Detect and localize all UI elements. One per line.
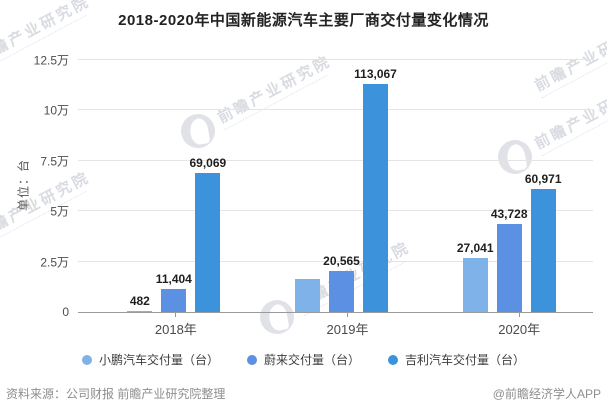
x-axis-tick [347, 313, 348, 317]
x-axis-slot: 2018年 [90, 313, 262, 338]
y-axis-tick-label: 5万 [50, 204, 69, 219]
plot-area: 0 2.5万 5万 7.5万 10万 12.5万 482 11,404 69,069 20,56… [34, 54, 593, 319]
x-axis-tick-label: 2020年 [498, 322, 541, 337]
legend-label: 小鹏汽车交付量（台） [98, 353, 219, 367]
bar: 20,565 [323, 254, 360, 312]
bar: 11,404 [156, 272, 192, 312]
bar-group: 482 11,404 69,069 [90, 60, 258, 312]
y-axis-tick-label: 10万 [43, 103, 69, 118]
x-axis-slot: 2019年 [262, 313, 434, 338]
x-axis-slot: 2020年 [433, 313, 605, 338]
x-axis-tick [518, 313, 520, 317]
bar: 482 [127, 294, 153, 312]
bar [295, 278, 320, 312]
bar-value-label: 20,565 [323, 253, 360, 268]
legend-item: 吉利汽车交付量（台） [388, 351, 525, 368]
bar-value-label: 113,067 [354, 67, 397, 82]
legend-label: 蔚来交付量（台） [263, 353, 360, 367]
legend-label: 吉利汽车交付量（台） [405, 353, 526, 367]
legend-marker-icon [246, 354, 257, 365]
bar-group: 27,041 43,728 60,971 [425, 60, 593, 312]
legend-marker-icon [388, 354, 398, 365]
legend: 小鹏汽车交付量（台） 蔚来交付量（台） 吉利汽车交付量（台） [0, 351, 607, 368]
y-axis-tick-label: 7.5万 [40, 154, 69, 169]
bar: 69,069 [189, 156, 226, 312]
bar: 43,728 [491, 207, 528, 312]
bar: 27,041 [457, 241, 494, 312]
bar-value-label: 60,971 [524, 172, 562, 187]
gridline [78, 159, 593, 161]
publisher-handle: @前瞻经济学人APP [492, 387, 601, 401]
x-axis-tick-label: 2018年 [154, 322, 197, 337]
bar-value-label: 43,728 [490, 206, 528, 221]
source-note: 资料来源：公司财报 前瞻产业研究院整理 [6, 387, 226, 401]
y-axis-tick-label: 2.5万 [40, 255, 69, 270]
bar-value-label: 482 [129, 294, 150, 309]
legend-marker-icon [81, 354, 92, 365]
gridline [78, 260, 593, 262]
x-axis-tick [175, 313, 177, 317]
bar-group: 20,565 113,067 [258, 60, 426, 312]
gridline [78, 210, 593, 212]
y-axis-unit-label: 单位：台 [16, 158, 31, 212]
watermark-subline [0, 191, 87, 247]
footer: 资料来源：公司财报 前瞻产业研究院整理 @前瞻经济学人APP [0, 385, 607, 402]
bar: 113,067 [354, 67, 397, 312]
bar-value-label: 11,404 [155, 272, 192, 287]
legend-item: 蔚来交付量（台） [246, 351, 360, 368]
bar-value-label: 27,041 [456, 240, 494, 255]
bar: 60,971 [525, 172, 562, 312]
legend-item: 小鹏汽车交付量（台） [81, 351, 219, 368]
y-axis-tick-label: 12.5万 [33, 53, 69, 68]
y-axis-tick-label: 0 [62, 305, 69, 319]
chart-title: 2018-2020年中国新能源汽车主要厂商交付量变化情况 [118, 12, 489, 29]
bars-layer: 482 11,404 69,069 20,565 113,067 27,041 43,728… [78, 60, 593, 312]
gridline [78, 59, 593, 60]
x-axis: 2018年 2019年 2020年 [78, 313, 605, 338]
gridline [78, 109, 593, 111]
bar-value-label: 69,069 [189, 155, 227, 170]
x-axis-tick-label: 2019年 [326, 322, 369, 337]
